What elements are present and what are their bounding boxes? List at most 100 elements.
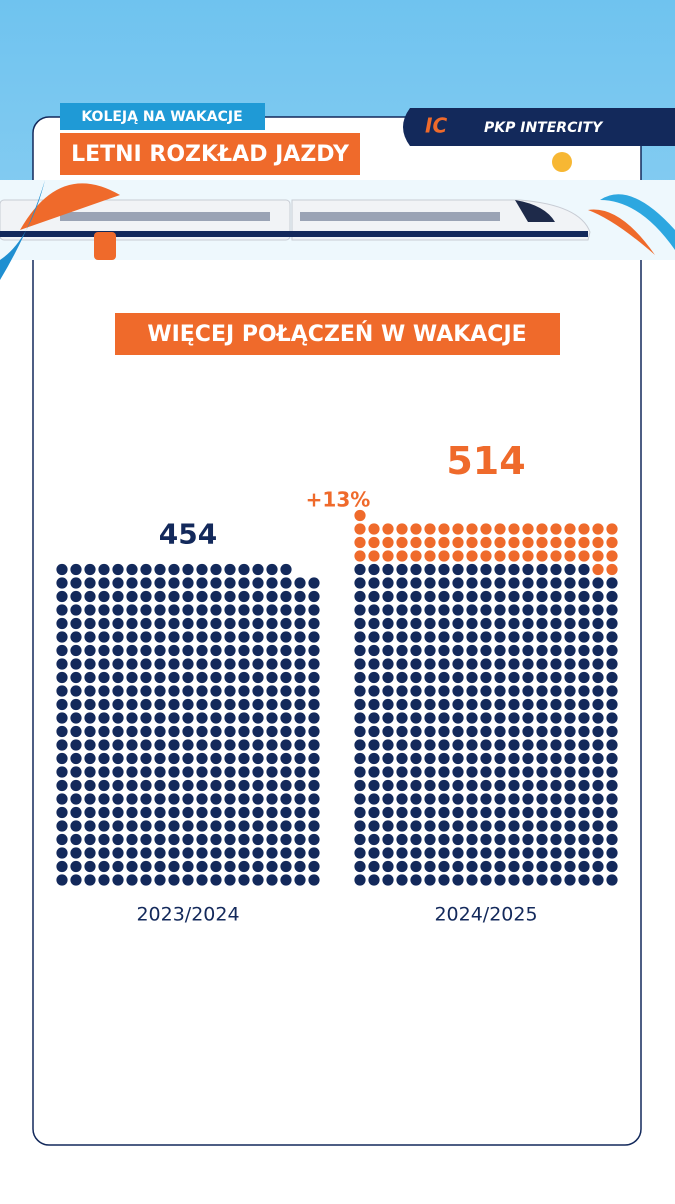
- dot: [452, 685, 464, 697]
- dot: [224, 617, 236, 630]
- dot: [98, 779, 110, 792]
- dot: [168, 604, 180, 616]
- dot: [606, 725, 618, 738]
- dot: [606, 833, 618, 846]
- dot: [354, 617, 366, 630]
- dot: [508, 739, 520, 751]
- dot: [294, 847, 306, 859]
- dot: [424, 739, 436, 751]
- dot: [508, 523, 520, 535]
- dot: [154, 847, 166, 859]
- dot: [592, 860, 604, 873]
- dot: [480, 523, 492, 535]
- dot: [280, 685, 292, 697]
- dot: [140, 712, 152, 724]
- dot: [564, 874, 576, 886]
- dot: [252, 766, 264, 778]
- dot: [354, 860, 366, 873]
- dot: [368, 860, 380, 873]
- dot: [382, 847, 394, 859]
- dot: [508, 806, 520, 819]
- dot: [224, 833, 236, 846]
- dot: [84, 739, 96, 751]
- dot: [480, 725, 492, 738]
- dot: [536, 820, 548, 832]
- brand: PKP INTERCITY: [484, 120, 604, 136]
- dot: [126, 631, 138, 643]
- dot: [536, 604, 548, 616]
- dot: [382, 766, 394, 778]
- dot: [238, 658, 250, 670]
- dot: [196, 712, 208, 724]
- dot: [592, 617, 604, 630]
- dot: [508, 563, 520, 576]
- dot: [452, 739, 464, 751]
- dot: [56, 590, 68, 603]
- dot: [196, 590, 208, 603]
- dot: [308, 847, 320, 859]
- dot: [522, 766, 534, 778]
- dot: [112, 833, 124, 846]
- dot: [494, 644, 506, 657]
- dot: [266, 644, 278, 657]
- dot: [154, 833, 166, 846]
- dot: [438, 739, 450, 751]
- dot: [606, 712, 618, 724]
- dot: [396, 806, 408, 819]
- dot: [508, 685, 520, 697]
- dot: [210, 874, 222, 886]
- dot: [168, 833, 180, 846]
- dot: [140, 685, 152, 697]
- dot: [224, 712, 236, 724]
- dot: [140, 590, 152, 603]
- dot: [494, 563, 506, 576]
- dot: [210, 806, 222, 819]
- dot: [368, 739, 380, 751]
- dot: [578, 712, 590, 724]
- dot: [126, 590, 138, 603]
- dot: [424, 644, 436, 657]
- dot: [452, 604, 464, 616]
- dot: [424, 779, 436, 792]
- dot: [140, 644, 152, 657]
- palm: [0, 180, 45, 280]
- dot: [550, 874, 562, 886]
- dot: [98, 725, 110, 738]
- dot: [424, 712, 436, 724]
- dot: [98, 806, 110, 819]
- dot: [210, 617, 222, 630]
- dot: [294, 671, 306, 684]
- dot: [294, 658, 306, 670]
- dot: [182, 685, 194, 697]
- dot: [280, 779, 292, 792]
- dot: [56, 644, 68, 657]
- dot: [606, 874, 618, 886]
- dot: [354, 658, 366, 670]
- dot: [480, 617, 492, 630]
- dot: [480, 563, 492, 576]
- dot: [410, 752, 422, 765]
- dot: [84, 847, 96, 859]
- dot: [224, 644, 236, 657]
- dot: [252, 617, 264, 630]
- dot: [550, 833, 562, 846]
- dot: [252, 833, 264, 846]
- dot: [480, 833, 492, 846]
- dot: [480, 698, 492, 711]
- dot: [182, 698, 194, 711]
- dot: [494, 617, 506, 630]
- dot: [438, 874, 450, 886]
- dot: [536, 658, 548, 670]
- dot: [494, 604, 506, 616]
- dot: [168, 739, 180, 751]
- dot: [382, 617, 394, 630]
- dot: [98, 590, 110, 603]
- dot: [550, 725, 562, 738]
- dot: [280, 874, 292, 886]
- dot: [396, 536, 408, 549]
- dot: [466, 847, 478, 859]
- dot: [354, 604, 366, 616]
- dot: [210, 739, 222, 751]
- dot: [70, 860, 82, 873]
- dot: [154, 631, 166, 643]
